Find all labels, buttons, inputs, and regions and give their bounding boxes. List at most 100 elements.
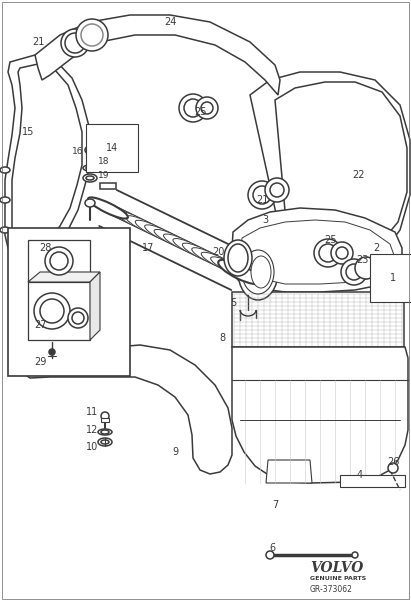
Ellipse shape xyxy=(211,257,250,278)
Polygon shape xyxy=(266,460,312,483)
Ellipse shape xyxy=(45,247,73,275)
Ellipse shape xyxy=(68,308,88,328)
Ellipse shape xyxy=(228,244,248,272)
Bar xyxy=(101,418,109,422)
Ellipse shape xyxy=(86,176,94,180)
Ellipse shape xyxy=(72,312,84,324)
Ellipse shape xyxy=(98,438,112,446)
Text: 10: 10 xyxy=(86,442,98,452)
Ellipse shape xyxy=(145,225,185,246)
Polygon shape xyxy=(90,272,100,340)
Polygon shape xyxy=(28,272,100,282)
Ellipse shape xyxy=(0,197,10,203)
Ellipse shape xyxy=(238,244,278,300)
Text: GENUINE PARTS: GENUINE PARTS xyxy=(310,576,366,581)
Text: 28: 28 xyxy=(39,243,51,253)
Ellipse shape xyxy=(355,257,377,279)
Ellipse shape xyxy=(116,211,156,233)
Text: 21: 21 xyxy=(32,37,44,47)
Ellipse shape xyxy=(85,146,95,154)
Text: 1: 1 xyxy=(390,273,396,283)
Ellipse shape xyxy=(83,165,97,171)
Text: 26: 26 xyxy=(387,457,399,467)
Ellipse shape xyxy=(49,349,55,355)
Ellipse shape xyxy=(196,97,218,119)
Ellipse shape xyxy=(98,429,112,435)
Bar xyxy=(28,240,90,282)
Polygon shape xyxy=(240,220,395,284)
Ellipse shape xyxy=(65,33,85,53)
Bar xyxy=(86,152,94,157)
Text: 12: 12 xyxy=(86,425,98,435)
Text: 18: 18 xyxy=(98,157,110,166)
Text: 17: 17 xyxy=(142,243,154,253)
Text: 22: 22 xyxy=(352,170,364,180)
Ellipse shape xyxy=(40,299,64,323)
Text: 5: 5 xyxy=(230,298,236,308)
Ellipse shape xyxy=(182,243,222,264)
Ellipse shape xyxy=(179,94,207,122)
Ellipse shape xyxy=(270,183,284,197)
Ellipse shape xyxy=(341,259,367,285)
Ellipse shape xyxy=(135,220,175,242)
Ellipse shape xyxy=(319,244,337,262)
Ellipse shape xyxy=(76,19,108,51)
Ellipse shape xyxy=(126,216,166,237)
Ellipse shape xyxy=(352,552,358,558)
Ellipse shape xyxy=(86,166,94,170)
Ellipse shape xyxy=(266,551,274,559)
Ellipse shape xyxy=(184,99,202,117)
Ellipse shape xyxy=(314,239,342,267)
Text: 11: 11 xyxy=(86,407,98,417)
Ellipse shape xyxy=(0,227,10,233)
Ellipse shape xyxy=(248,181,276,209)
Ellipse shape xyxy=(251,256,271,288)
Ellipse shape xyxy=(201,252,241,273)
Ellipse shape xyxy=(220,261,260,282)
Text: 8: 8 xyxy=(219,333,225,343)
Ellipse shape xyxy=(218,260,262,284)
Ellipse shape xyxy=(61,29,89,57)
Polygon shape xyxy=(275,82,407,288)
Bar xyxy=(340,475,405,487)
Text: 20: 20 xyxy=(212,247,224,257)
Ellipse shape xyxy=(346,264,362,280)
Ellipse shape xyxy=(101,412,109,420)
Text: VOLVO: VOLVO xyxy=(310,561,363,575)
Ellipse shape xyxy=(81,24,103,46)
Ellipse shape xyxy=(88,197,128,219)
Ellipse shape xyxy=(164,234,203,255)
Polygon shape xyxy=(12,64,82,250)
Ellipse shape xyxy=(85,199,95,207)
Ellipse shape xyxy=(101,430,109,434)
Text: 3: 3 xyxy=(262,215,268,225)
Ellipse shape xyxy=(0,167,10,173)
Polygon shape xyxy=(232,347,408,483)
Text: 25: 25 xyxy=(194,107,206,117)
Text: 19: 19 xyxy=(98,171,110,180)
Polygon shape xyxy=(250,72,410,300)
Text: 27: 27 xyxy=(34,320,46,330)
Ellipse shape xyxy=(253,186,271,204)
Text: 4: 4 xyxy=(357,470,363,480)
Text: 15: 15 xyxy=(22,127,34,137)
Text: 7: 7 xyxy=(272,500,278,510)
Ellipse shape xyxy=(173,239,213,260)
Text: 9: 9 xyxy=(172,447,178,457)
Polygon shape xyxy=(35,15,280,95)
Ellipse shape xyxy=(88,197,128,219)
Ellipse shape xyxy=(224,240,252,276)
Polygon shape xyxy=(28,282,90,340)
Bar xyxy=(100,183,116,189)
Text: 2: 2 xyxy=(373,243,379,253)
Ellipse shape xyxy=(388,463,398,473)
Text: 6: 6 xyxy=(269,543,275,553)
Ellipse shape xyxy=(331,242,353,264)
Ellipse shape xyxy=(265,178,289,202)
Text: 25: 25 xyxy=(324,235,336,245)
Ellipse shape xyxy=(34,293,70,329)
Ellipse shape xyxy=(192,248,232,269)
Text: 29: 29 xyxy=(34,357,46,367)
Polygon shape xyxy=(232,208,402,292)
Ellipse shape xyxy=(50,252,68,270)
